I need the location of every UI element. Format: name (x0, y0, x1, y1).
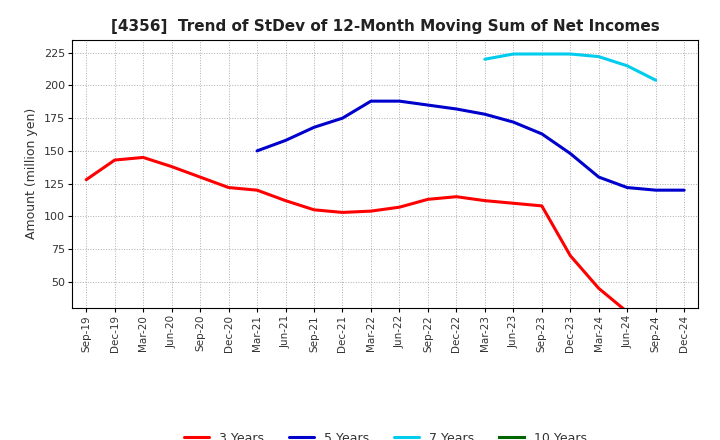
7 Years (623, 63, 631, 69)
Line: 3 Years: 3 Years (86, 158, 656, 312)
5 Years (566, 151, 575, 156)
5 Years (595, 174, 603, 180)
3 Years (452, 194, 461, 199)
5 Years (310, 125, 318, 130)
3 Years (167, 164, 176, 169)
5 Years (537, 131, 546, 136)
3 Years (338, 210, 347, 215)
3 Years (480, 198, 489, 203)
7 Years (480, 57, 489, 62)
3 Years (82, 177, 91, 182)
7 Years (566, 51, 575, 57)
5 Years (395, 99, 404, 104)
3 Years (110, 158, 119, 163)
5 Years (452, 106, 461, 112)
7 Years (509, 51, 518, 57)
Y-axis label: Amount (million yen): Amount (million yen) (25, 108, 38, 239)
3 Years (253, 187, 261, 193)
5 Years (623, 185, 631, 190)
3 Years (395, 205, 404, 210)
5 Years (282, 138, 290, 143)
3 Years (623, 309, 631, 315)
3 Years (366, 209, 375, 214)
Title: [4356]  Trend of StDev of 12-Month Moving Sum of Net Incomes: [4356] Trend of StDev of 12-Month Moving… (111, 19, 660, 34)
7 Years (537, 51, 546, 57)
3 Years (423, 197, 432, 202)
3 Years (566, 253, 575, 258)
Line: 5 Years: 5 Years (257, 101, 684, 190)
3 Years (196, 174, 204, 180)
3 Years (537, 203, 546, 209)
5 Years (652, 187, 660, 193)
5 Years (509, 119, 518, 125)
3 Years (595, 286, 603, 291)
3 Years (282, 198, 290, 203)
Line: 7 Years: 7 Years (485, 54, 656, 80)
3 Years (509, 201, 518, 206)
5 Years (366, 99, 375, 104)
7 Years (595, 54, 603, 59)
5 Years (423, 103, 432, 108)
5 Years (253, 148, 261, 154)
3 Years (225, 185, 233, 190)
3 Years (652, 308, 660, 313)
5 Years (338, 116, 347, 121)
3 Years (139, 155, 148, 160)
5 Years (680, 187, 688, 193)
5 Years (480, 112, 489, 117)
Legend: 3 Years, 5 Years, 7 Years, 10 Years: 3 Years, 5 Years, 7 Years, 10 Years (179, 427, 592, 440)
3 Years (310, 207, 318, 213)
7 Years (652, 77, 660, 83)
